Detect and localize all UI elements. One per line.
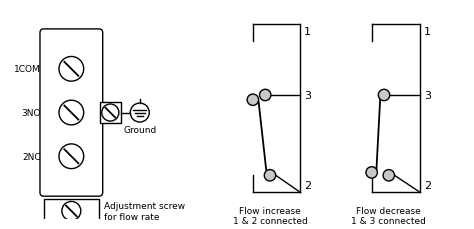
Circle shape	[383, 170, 394, 181]
Circle shape	[102, 104, 119, 122]
FancyBboxPatch shape	[44, 199, 99, 223]
FancyBboxPatch shape	[100, 103, 121, 123]
Text: Flow increase
1 & 2 connected: Flow increase 1 & 2 connected	[233, 206, 307, 225]
FancyBboxPatch shape	[40, 30, 103, 196]
Circle shape	[366, 167, 377, 178]
Text: Ground: Ground	[123, 125, 156, 134]
Circle shape	[62, 202, 81, 221]
Text: 3: 3	[304, 91, 311, 101]
Text: 3: 3	[424, 91, 431, 101]
Text: Flow decrease
1 & 3 connected: Flow decrease 1 & 3 connected	[351, 206, 426, 225]
Text: Adjustment screw
for flow rate: Adjustment screw for flow rate	[104, 201, 185, 221]
Text: 1: 1	[424, 27, 431, 37]
Text: 2: 2	[424, 181, 431, 191]
Text: 1COM: 1COM	[14, 65, 41, 74]
Text: 2: 2	[304, 181, 311, 191]
Circle shape	[264, 170, 276, 181]
Circle shape	[378, 90, 390, 101]
Circle shape	[247, 95, 259, 106]
Circle shape	[59, 101, 84, 125]
Text: 2NC: 2NC	[22, 152, 41, 161]
Circle shape	[59, 144, 84, 169]
Circle shape	[59, 57, 84, 82]
Circle shape	[260, 90, 271, 101]
Text: 3NO: 3NO	[21, 109, 41, 117]
Text: 1: 1	[304, 27, 311, 37]
